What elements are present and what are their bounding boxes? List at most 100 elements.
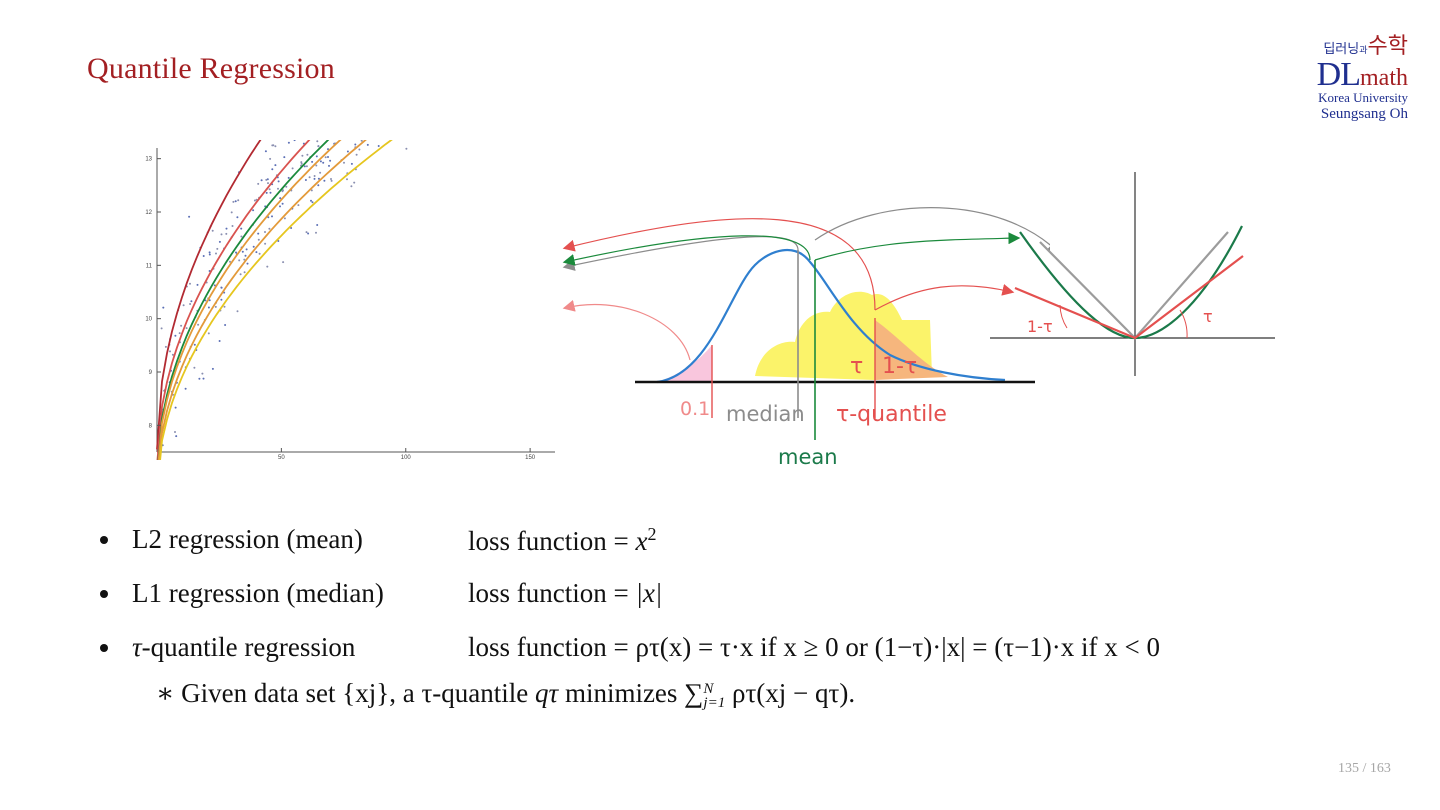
x-tick-label: 50 [278,455,285,460]
scatter-point [211,229,214,232]
y-tick-label: 10 [145,317,152,323]
scatter-point [346,178,348,181]
scatter-point [202,377,205,380]
scatter-point [189,303,192,305]
scatter-point [330,178,332,180]
scatter-point [330,179,333,182]
scatter-point [300,162,303,165]
scatter-point [225,227,228,230]
scatter-point [220,233,223,236]
slide-title: Quantile Regression [87,52,335,85]
scatter-point [245,248,248,251]
scatter-point [297,204,300,207]
y-tick-label: 13 [145,157,152,163]
scatter-point [184,387,187,390]
scatter-point [208,253,211,256]
arrow-mean-to-loss [814,232,1021,261]
scatter-point [377,145,380,147]
scatter-point [313,177,316,180]
scatter-point [305,165,308,168]
dlmath-logo: 딥러닝과수학 DLmath Korea University Seungsang… [1278,28,1408,123]
logo-korean: 딥러닝과수학 [1278,28,1408,60]
y-tick-label: 11 [146,263,153,269]
scatter-point [266,265,269,268]
scatter-point [269,157,272,160]
page-number: 135 / 163 [1338,761,1391,776]
label-mean: mean [778,445,838,469]
note-sum-lower: j=1 [703,694,726,711]
arrow-median [562,236,799,271]
scatter-point [353,181,356,184]
scatter-point [162,306,165,309]
scatter-point [315,164,318,167]
bullet-quantile-label: -quantile regression [141,632,356,662]
scatter-point [257,238,260,241]
scatter-point [171,353,174,356]
bullet-l2-formula: loss function = x2 [468,524,656,557]
formula-prefix: loss function = [468,578,636,608]
arrow-mean [562,235,811,266]
scatter-point [244,254,247,257]
scatter-point [277,180,280,183]
arrow-median-to-loss [814,207,1050,254]
note-middle: minimizes [558,678,685,708]
scatter-point [317,145,320,148]
bullet-l1-text: L1 regression (median) [132,578,384,608]
scatter-point [164,345,167,348]
bullet-dot [100,590,108,598]
scatter-point [266,178,269,181]
scatter-point [220,286,223,289]
upper-tail-region [875,320,948,380]
scatter-point [252,245,255,248]
scatter-point [190,300,193,303]
formula-exponent: 2 [647,524,657,544]
scatter-point [211,367,214,370]
scatter-point [198,377,201,380]
scatter-point [264,150,267,153]
scatter-point [315,155,318,158]
quantile-note: ∗ Given data set {xj}, a τ-quantile qτ m… [156,678,855,710]
x-tick-label: 100 [401,455,412,460]
scatter-point [258,252,261,255]
scatter-point [220,298,223,301]
scatter-point [308,176,311,179]
quantile-curve-2 [157,140,330,460]
scatter-point [216,247,219,250]
scatter-point [405,147,408,150]
scatter-point [223,305,226,308]
scatter-point [175,435,178,438]
scatter-point [225,232,228,235]
scatter-point [313,175,316,177]
scatter-point [215,252,217,255]
scatter-point [257,182,260,185]
scatter-point [234,200,237,203]
scatter-point [218,240,221,243]
y-tick-label: 12 [145,210,152,216]
scatter-point [265,191,268,194]
scatter-point [271,168,274,171]
scatter-point [350,162,353,165]
scatter-point [358,148,361,151]
scatter-point [264,231,266,233]
loss-label-left: 1-τ [1027,317,1053,336]
scatter-point [307,232,310,235]
scatter-point [240,235,243,238]
bullet-quantile-text: τ-quantile regression [132,632,355,663]
scatter-point [305,231,308,234]
quantile-curve-0 [156,140,262,450]
tau-symbol: τ [132,632,142,662]
quantile-scatter-chart: 50 100 150 8 9 10 11 12 13 [145,140,555,460]
scatter-point [174,334,177,337]
scatter-point [281,202,284,205]
scatter-point [160,327,163,330]
label-quantile: τ-quantile [836,402,947,427]
x-tick-label: 150 [525,455,536,460]
scatter-point [271,144,274,147]
logo-math: math [1360,65,1408,91]
scatter-point [279,197,282,200]
scatter-point [224,324,227,326]
scatter-point [310,189,313,192]
logo-main: DLmath [1278,56,1408,94]
scatter-point [328,164,330,167]
